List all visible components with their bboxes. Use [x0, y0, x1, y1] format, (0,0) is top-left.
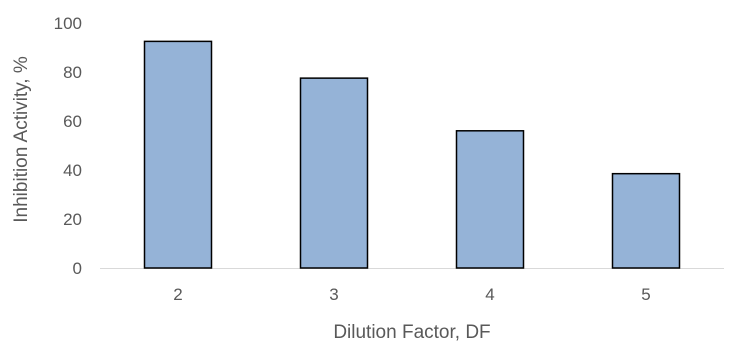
y-tick-label: 100: [54, 14, 82, 33]
x-tick-label: 5: [641, 285, 650, 304]
bar-series: [143, 40, 681, 269]
x-tick-label: 3: [329, 285, 338, 304]
y-tick-label: 80: [63, 63, 82, 82]
bar: [143, 40, 213, 269]
y-tick-label: 40: [63, 161, 82, 180]
bar: [611, 172, 681, 269]
y-tick-label: 0: [73, 259, 82, 278]
y-axis-ticks: 0 20 40 60 80 100: [54, 14, 82, 278]
y-tick-label: 20: [63, 210, 82, 229]
y-axis-title: Inhibition Activity, %: [11, 56, 32, 223]
x-axis-ticks: 2 3 4 5: [173, 285, 650, 304]
y-tick-label: 60: [63, 112, 82, 131]
bar: [455, 130, 525, 269]
x-axis-title: Dilution Factor, DF: [333, 322, 490, 343]
bar: [299, 77, 369, 269]
x-tick-label: 4: [485, 285, 494, 304]
x-tick-label: 2: [173, 285, 182, 304]
